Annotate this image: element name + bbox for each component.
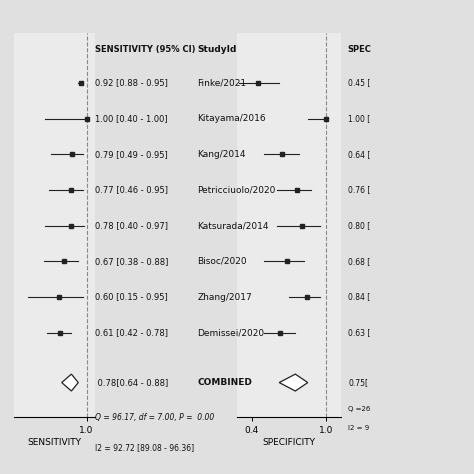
X-axis label: SPECIFICITY: SPECIFICITY xyxy=(263,438,316,447)
Text: I2 = 92.72 [89.08 - 96.36]: I2 = 92.72 [89.08 - 96.36] xyxy=(95,443,194,452)
Text: Demissei/2020: Demissei/2020 xyxy=(197,328,264,337)
Text: 0.76 [: 0.76 [ xyxy=(348,185,371,194)
Text: Q =26: Q =26 xyxy=(348,406,371,411)
Text: 0.67 [0.38 - 0.88]: 0.67 [0.38 - 0.88] xyxy=(95,257,168,266)
Text: Kitayama/2016: Kitayama/2016 xyxy=(197,114,266,123)
Text: 0.61 [0.42 - 0.78]: 0.61 [0.42 - 0.78] xyxy=(95,328,168,337)
Text: 0.78 [0.40 - 0.97]: 0.78 [0.40 - 0.97] xyxy=(95,221,168,230)
Text: 0.64 [: 0.64 [ xyxy=(348,150,371,159)
Text: 0.60 [0.15 - 0.95]: 0.60 [0.15 - 0.95] xyxy=(95,292,167,301)
Text: 0.78[0.64 - 0.88]: 0.78[0.64 - 0.88] xyxy=(95,378,168,387)
Text: 0.84 [: 0.84 [ xyxy=(348,292,371,301)
Text: Kang/2014: Kang/2014 xyxy=(197,150,246,159)
Text: SENSITIVITY (95% CI): SENSITIVITY (95% CI) xyxy=(95,45,195,54)
X-axis label: SENSITIVITY: SENSITIVITY xyxy=(27,438,82,447)
Text: 0.75[: 0.75[ xyxy=(348,378,368,387)
Text: 1.00 [0.40 - 1.00]: 1.00 [0.40 - 1.00] xyxy=(95,114,167,123)
Polygon shape xyxy=(62,374,78,391)
Text: Finke/2021: Finke/2021 xyxy=(197,79,246,88)
Text: I2 = 9: I2 = 9 xyxy=(348,425,370,430)
Text: 0.77 [0.46 - 0.95]: 0.77 [0.46 - 0.95] xyxy=(95,185,168,194)
Polygon shape xyxy=(279,374,308,391)
Text: StudyId: StudyId xyxy=(197,45,237,54)
Text: 0.80 [: 0.80 [ xyxy=(348,221,371,230)
Text: SPEC: SPEC xyxy=(347,45,371,54)
Text: 1.00 [: 1.00 [ xyxy=(348,114,371,123)
Text: COMBINED: COMBINED xyxy=(197,378,252,387)
Text: 0.45 [: 0.45 [ xyxy=(348,79,371,88)
Text: Petricciuolo/2020: Petricciuolo/2020 xyxy=(197,185,275,194)
Text: Bisoc/2020: Bisoc/2020 xyxy=(197,257,247,266)
Text: 0.68 [: 0.68 [ xyxy=(348,257,371,266)
Text: Katsurada/2014: Katsurada/2014 xyxy=(197,221,269,230)
Text: 0.92 [0.88 - 0.95]: 0.92 [0.88 - 0.95] xyxy=(95,79,168,88)
Text: 0.63 [: 0.63 [ xyxy=(348,328,371,337)
Text: Zhang/2017: Zhang/2017 xyxy=(197,292,252,301)
Text: 0.79 [0.49 - 0.95]: 0.79 [0.49 - 0.95] xyxy=(95,150,167,159)
Text: Q = 96.17, df = 7.00, P =  0.00: Q = 96.17, df = 7.00, P = 0.00 xyxy=(95,413,214,421)
